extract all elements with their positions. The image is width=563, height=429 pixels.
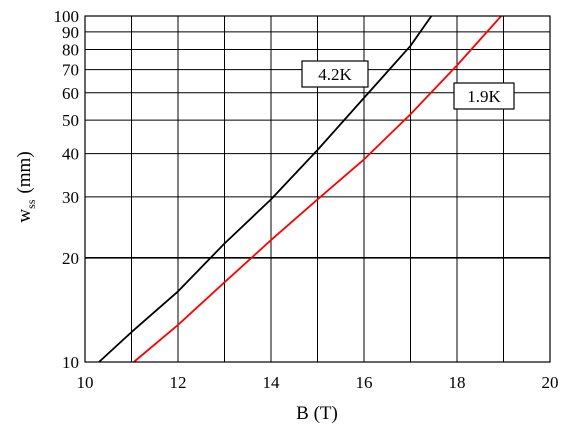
x-tick-label-16: 16 xyxy=(356,373,373,392)
y-tick-label-100: 100 xyxy=(54,7,80,26)
x-tick-label-10: 10 xyxy=(77,373,94,392)
x-tick-label-20: 20 xyxy=(542,373,559,392)
y-tick-label-10: 10 xyxy=(62,353,79,372)
y-axis-label-unit: (mm) xyxy=(14,151,35,193)
legend-box-1-9k xyxy=(453,82,515,110)
legend-text-4-2k: 4.2K xyxy=(318,65,352,84)
x-axis-label: B (T) xyxy=(296,403,338,424)
series-line-1-9k xyxy=(133,15,502,363)
y-axis-label: wss (mm) xyxy=(14,151,38,222)
x-tick-label-18: 18 xyxy=(449,373,466,392)
legend-label-4-2k: 4.2K xyxy=(301,60,369,88)
x-tick-label-12: 12 xyxy=(170,373,187,392)
y-tick-label-30: 30 xyxy=(62,188,79,207)
series-layer xyxy=(98,15,502,363)
y-tick-label-60: 60 xyxy=(62,84,79,103)
y-tick-label-40: 40 xyxy=(62,145,79,164)
x-tick-label-14: 14 xyxy=(263,373,281,392)
plot-frame xyxy=(84,15,551,363)
y-axis-label-main: w xyxy=(14,209,35,223)
y-tick-label-50: 50 xyxy=(62,111,79,130)
y-axis-label-subscript: ss xyxy=(24,199,38,209)
legend-box-4-2k xyxy=(301,60,369,88)
y-tick-label-70: 70 xyxy=(62,61,79,80)
legend-label-1-9k: 1.9K xyxy=(453,82,515,110)
y-tick-label-80: 80 xyxy=(62,41,79,60)
legend-text-1-9k: 1.9K xyxy=(467,87,501,106)
y-tick-label-90: 90 xyxy=(62,23,79,42)
series-line-4-2k xyxy=(98,15,433,363)
y-tick-label-20: 20 xyxy=(62,249,79,268)
